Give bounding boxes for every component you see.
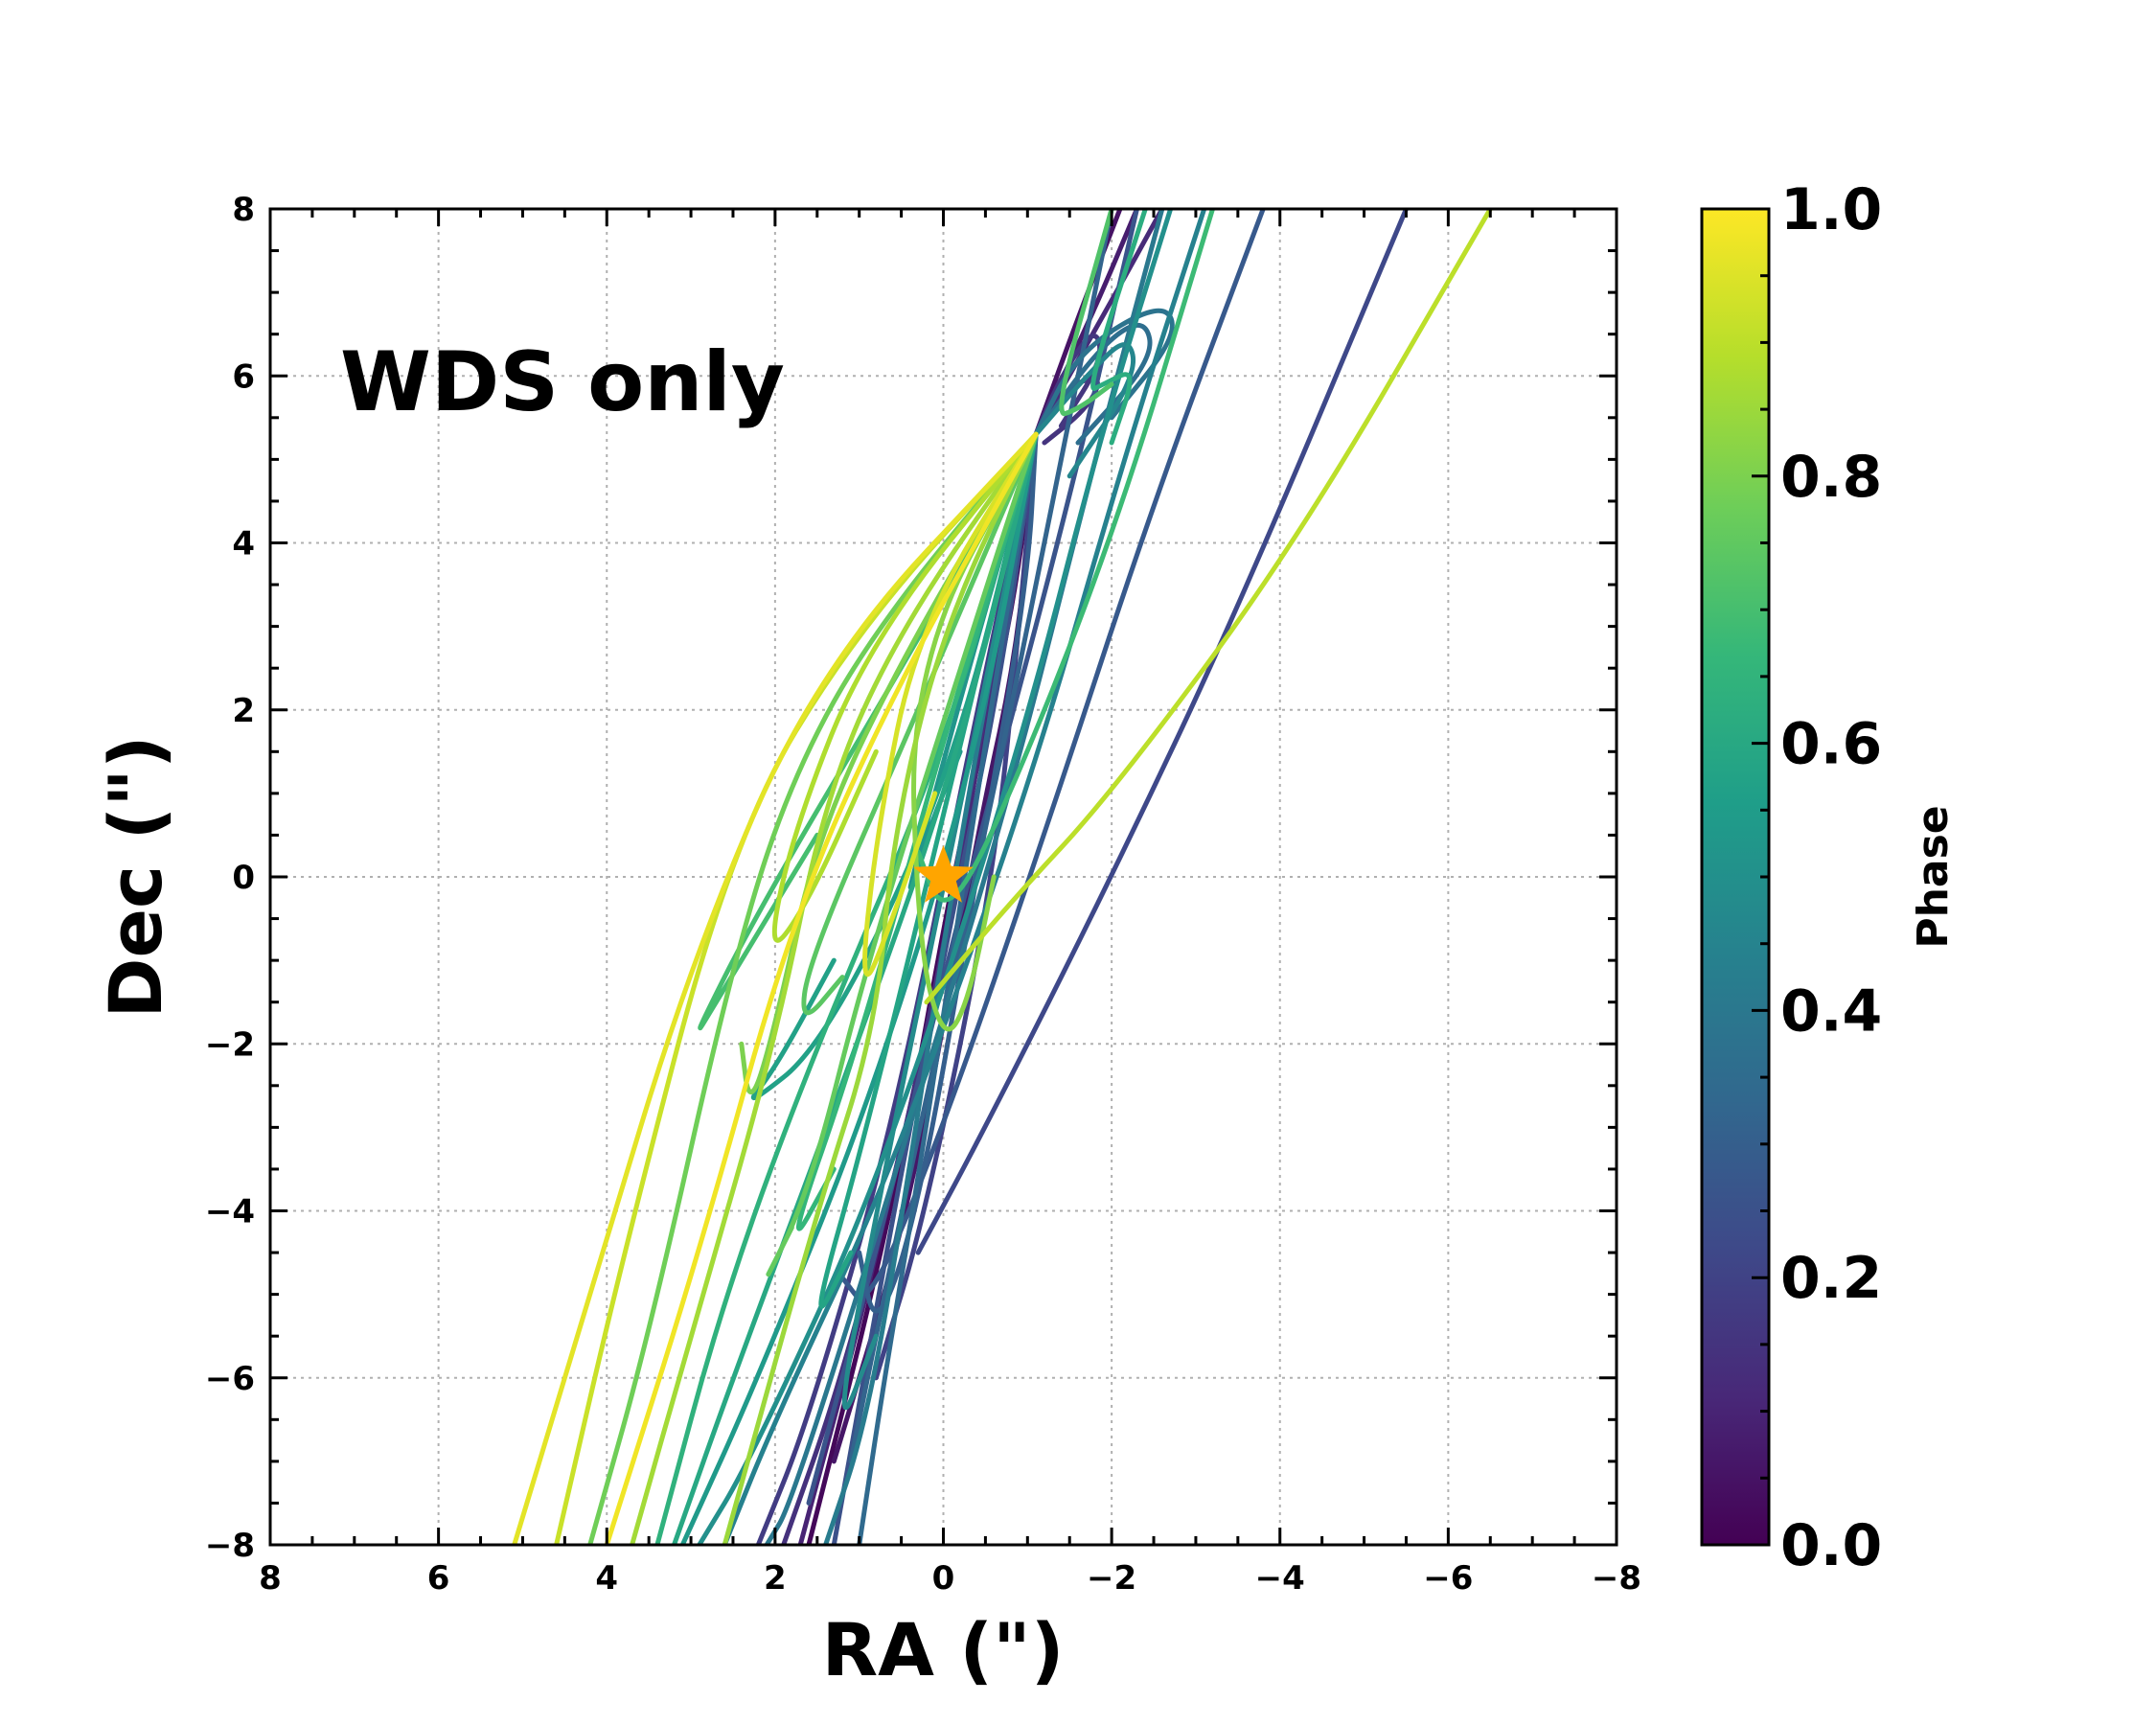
primary-star-marker <box>913 845 974 903</box>
orbit-track-orbit-14 <box>722 209 1207 1545</box>
y-axis-title: Dec (") <box>93 735 178 1018</box>
x-tick-label: −6 <box>1423 1559 1473 1598</box>
orbit-tracks <box>512 209 1493 1545</box>
orbit-track-orbit-32 <box>722 431 1039 1545</box>
colorbar-tick-label: 0.8 <box>1780 444 1882 511</box>
orbit-track-orbit-43 <box>1090 209 1148 446</box>
colorbar-tick-label: 0.4 <box>1780 978 1882 1045</box>
x-tick-label: 4 <box>595 1559 618 1598</box>
orbit-track-orbit-44 <box>1059 209 1114 417</box>
colorbar-tick-label: 0.6 <box>1780 711 1882 778</box>
y-tick-label: 4 <box>232 525 255 564</box>
x-tick-label: −4 <box>1255 1559 1305 1598</box>
orbit-track-orbit-15 <box>1033 342 1136 479</box>
colorbar: 0.0 0.2 0.4 0.6 0.8 1.0 Phase <box>1700 176 1958 1579</box>
colorbar-tick-label: 0.0 <box>1780 1512 1882 1579</box>
x-tick-label: 8 <box>259 1559 282 1598</box>
orbit-track-orbit-17 <box>679 431 1039 1545</box>
axis-ticks <box>268 207 1618 1547</box>
panel-annotation: WDS only <box>340 334 785 430</box>
orbit-track-orbit-24 <box>587 431 1039 1545</box>
y-tick-label: 0 <box>232 859 255 897</box>
orbit-track-orbit-29 <box>512 431 1039 1545</box>
orbit-track-orbit-30 <box>604 431 1039 1545</box>
colorbar-tick-label: 0.2 <box>1780 1245 1882 1312</box>
orbit-track-orbit-27 <box>924 209 1493 1005</box>
y-tick-label: 6 <box>232 357 255 396</box>
orbit-track-orbit-16 <box>697 209 1174 1545</box>
x-tick-label: 2 <box>764 1559 787 1598</box>
colorbar-ticks <box>1752 207 1769 1547</box>
x-tick-label: 0 <box>932 1559 955 1598</box>
colorbar-title: Phase <box>1909 805 1958 948</box>
y-tick-label: 2 <box>232 692 255 730</box>
y-tick-labels: −8 −6 −4 −2 0 2 4 6 8 <box>205 191 255 1565</box>
orbit-track-orbit-26 <box>630 431 1039 1545</box>
orbit-track-orbit-08 <box>915 209 1409 1255</box>
x-tick-label: 6 <box>427 1559 450 1598</box>
orbit-track-orbit-33 <box>766 431 1039 1277</box>
orbit-track-orbit-10 <box>839 209 1266 1300</box>
y-tick-label: −4 <box>205 1193 255 1231</box>
x-axis-title: RA (") <box>822 1607 1065 1692</box>
y-tick-label: −2 <box>205 1025 255 1064</box>
orbit-track-orbit-42 <box>1033 308 1175 437</box>
y-tick-label: −8 <box>205 1527 255 1565</box>
orbit-track-orbit-09 <box>831 431 1039 1545</box>
x-tick-label: −2 <box>1087 1559 1136 1598</box>
y-tick-label: 8 <box>232 191 255 229</box>
colorbar-tick-label: 1.0 <box>1780 176 1882 243</box>
orbit-track-orbit-38 <box>857 431 1039 1545</box>
colorbar-tick-labels: 0.0 0.2 0.4 0.6 0.8 1.0 <box>1780 176 1882 1579</box>
y-tick-label: −6 <box>205 1360 255 1398</box>
orbit-track-orbit-37 <box>823 431 1039 1545</box>
x-tick-label: −8 <box>1592 1559 1641 1598</box>
primary-marker-layer <box>913 845 974 903</box>
orbit-track-orbit-25 <box>911 431 1039 1032</box>
x-tick-labels: 8 6 4 2 0 −2 −4 −6 −8 <box>259 1559 1641 1598</box>
colorbar-gradient <box>1702 209 1769 1545</box>
orbit-track-orbit-12 <box>1033 322 1153 446</box>
